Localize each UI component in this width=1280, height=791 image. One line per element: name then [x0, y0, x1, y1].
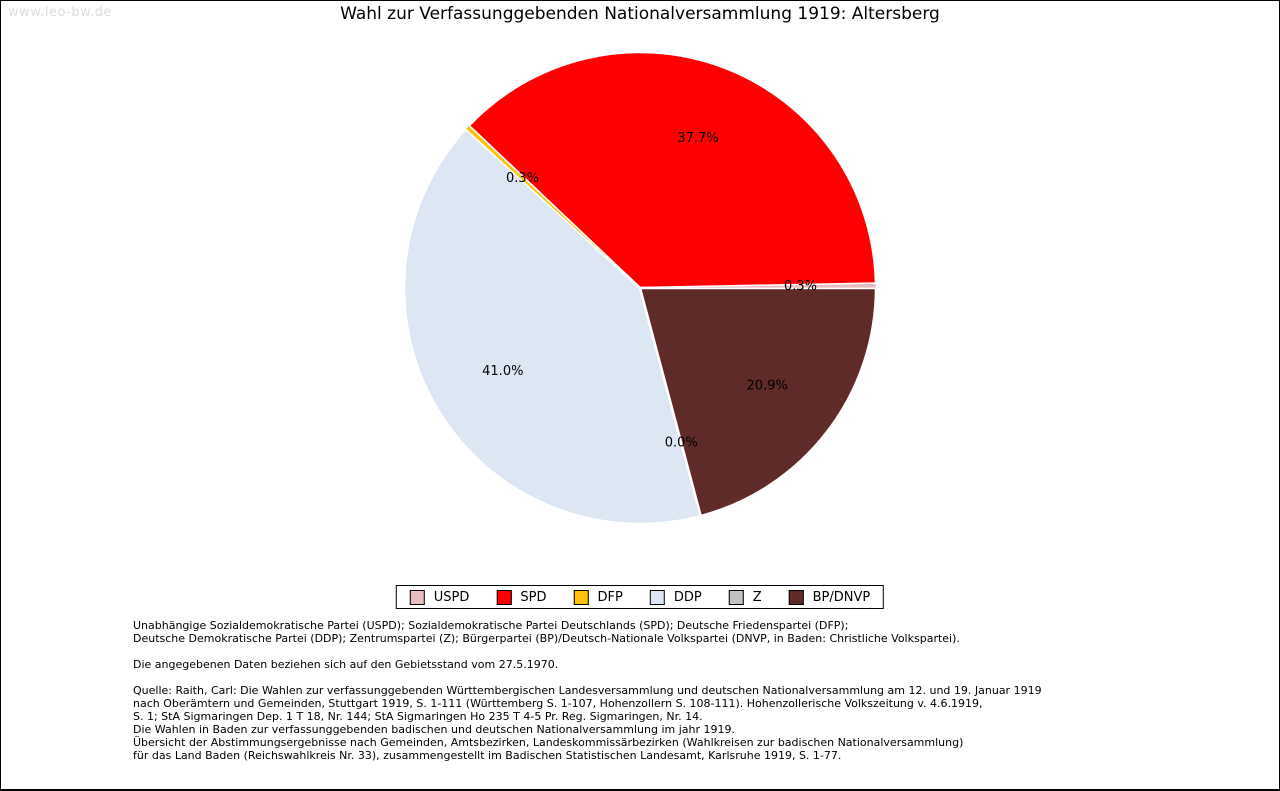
legend-label-ddp: DDP	[673, 589, 702, 605]
legend-item-bp-dnvp: BP/DNVP	[788, 589, 871, 605]
watermark: www.leo-bw.de	[8, 5, 112, 20]
footnote-quelle: Quelle: Raith, Carl: Die Wahlen zur verf…	[133, 684, 1042, 762]
pie-label-dfp: 0.3%	[506, 171, 539, 186]
pie-slice-ddp	[402, 127, 702, 526]
legend-item-z: Z	[728, 589, 762, 605]
pie-slice-dfp	[465, 125, 641, 289]
legend-swatch-dfp-icon	[573, 589, 589, 605]
pie-label-uspd: 0.3%	[784, 279, 817, 294]
footnote-party-names: Unabhängige Sozialdemokratische Partei (…	[133, 619, 960, 645]
footnote-gebietsstand: Die angegebenen Daten beziehen sich auf …	[133, 658, 559, 671]
pie-chart: 0.3% 37.7% 0.3% 41.0% 0.0% 20.9%	[402, 50, 878, 526]
legend-swatch-spd-icon	[496, 589, 512, 605]
legend-label-spd: SPD	[520, 589, 547, 605]
legend-label-dfp: DFP	[597, 589, 623, 605]
legend-swatch-z-icon	[728, 589, 744, 605]
legend-item-spd: SPD	[496, 589, 547, 605]
pie-label-bp-dnvp: 20.9%	[747, 378, 788, 393]
legend: USPD SPD DFP DDP Z BP/DNVP	[395, 585, 885, 609]
footnotes: Unabhängige Sozialdemokratische Partei (…	[133, 619, 1042, 762]
legend-label-z: Z	[752, 589, 762, 605]
legend-item-ddp: DDP	[649, 589, 702, 605]
legend-item-uspd: USPD	[409, 589, 470, 605]
legend-label-bp-dnvp: BP/DNVP	[812, 589, 871, 605]
legend-swatch-bp-dnvp-icon	[788, 589, 804, 605]
pie-slice-uspd	[639, 283, 877, 289]
legend-swatch-ddp-icon	[649, 589, 665, 605]
chart-title: Wahl zur Verfassunggebenden Nationalvers…	[340, 4, 940, 24]
legend-item-dfp: DFP	[573, 589, 623, 605]
pie-slice-bp-dnvp	[638, 286, 878, 518]
pie-label-spd: 37.7%	[677, 131, 718, 146]
pie-slice-spd	[467, 50, 878, 290]
pie-label-z: 0.0%	[665, 436, 698, 451]
pie-label-ddp: 41.0%	[482, 364, 523, 379]
legend-label-uspd: USPD	[433, 589, 470, 605]
legend-swatch-uspd-icon	[409, 589, 425, 605]
